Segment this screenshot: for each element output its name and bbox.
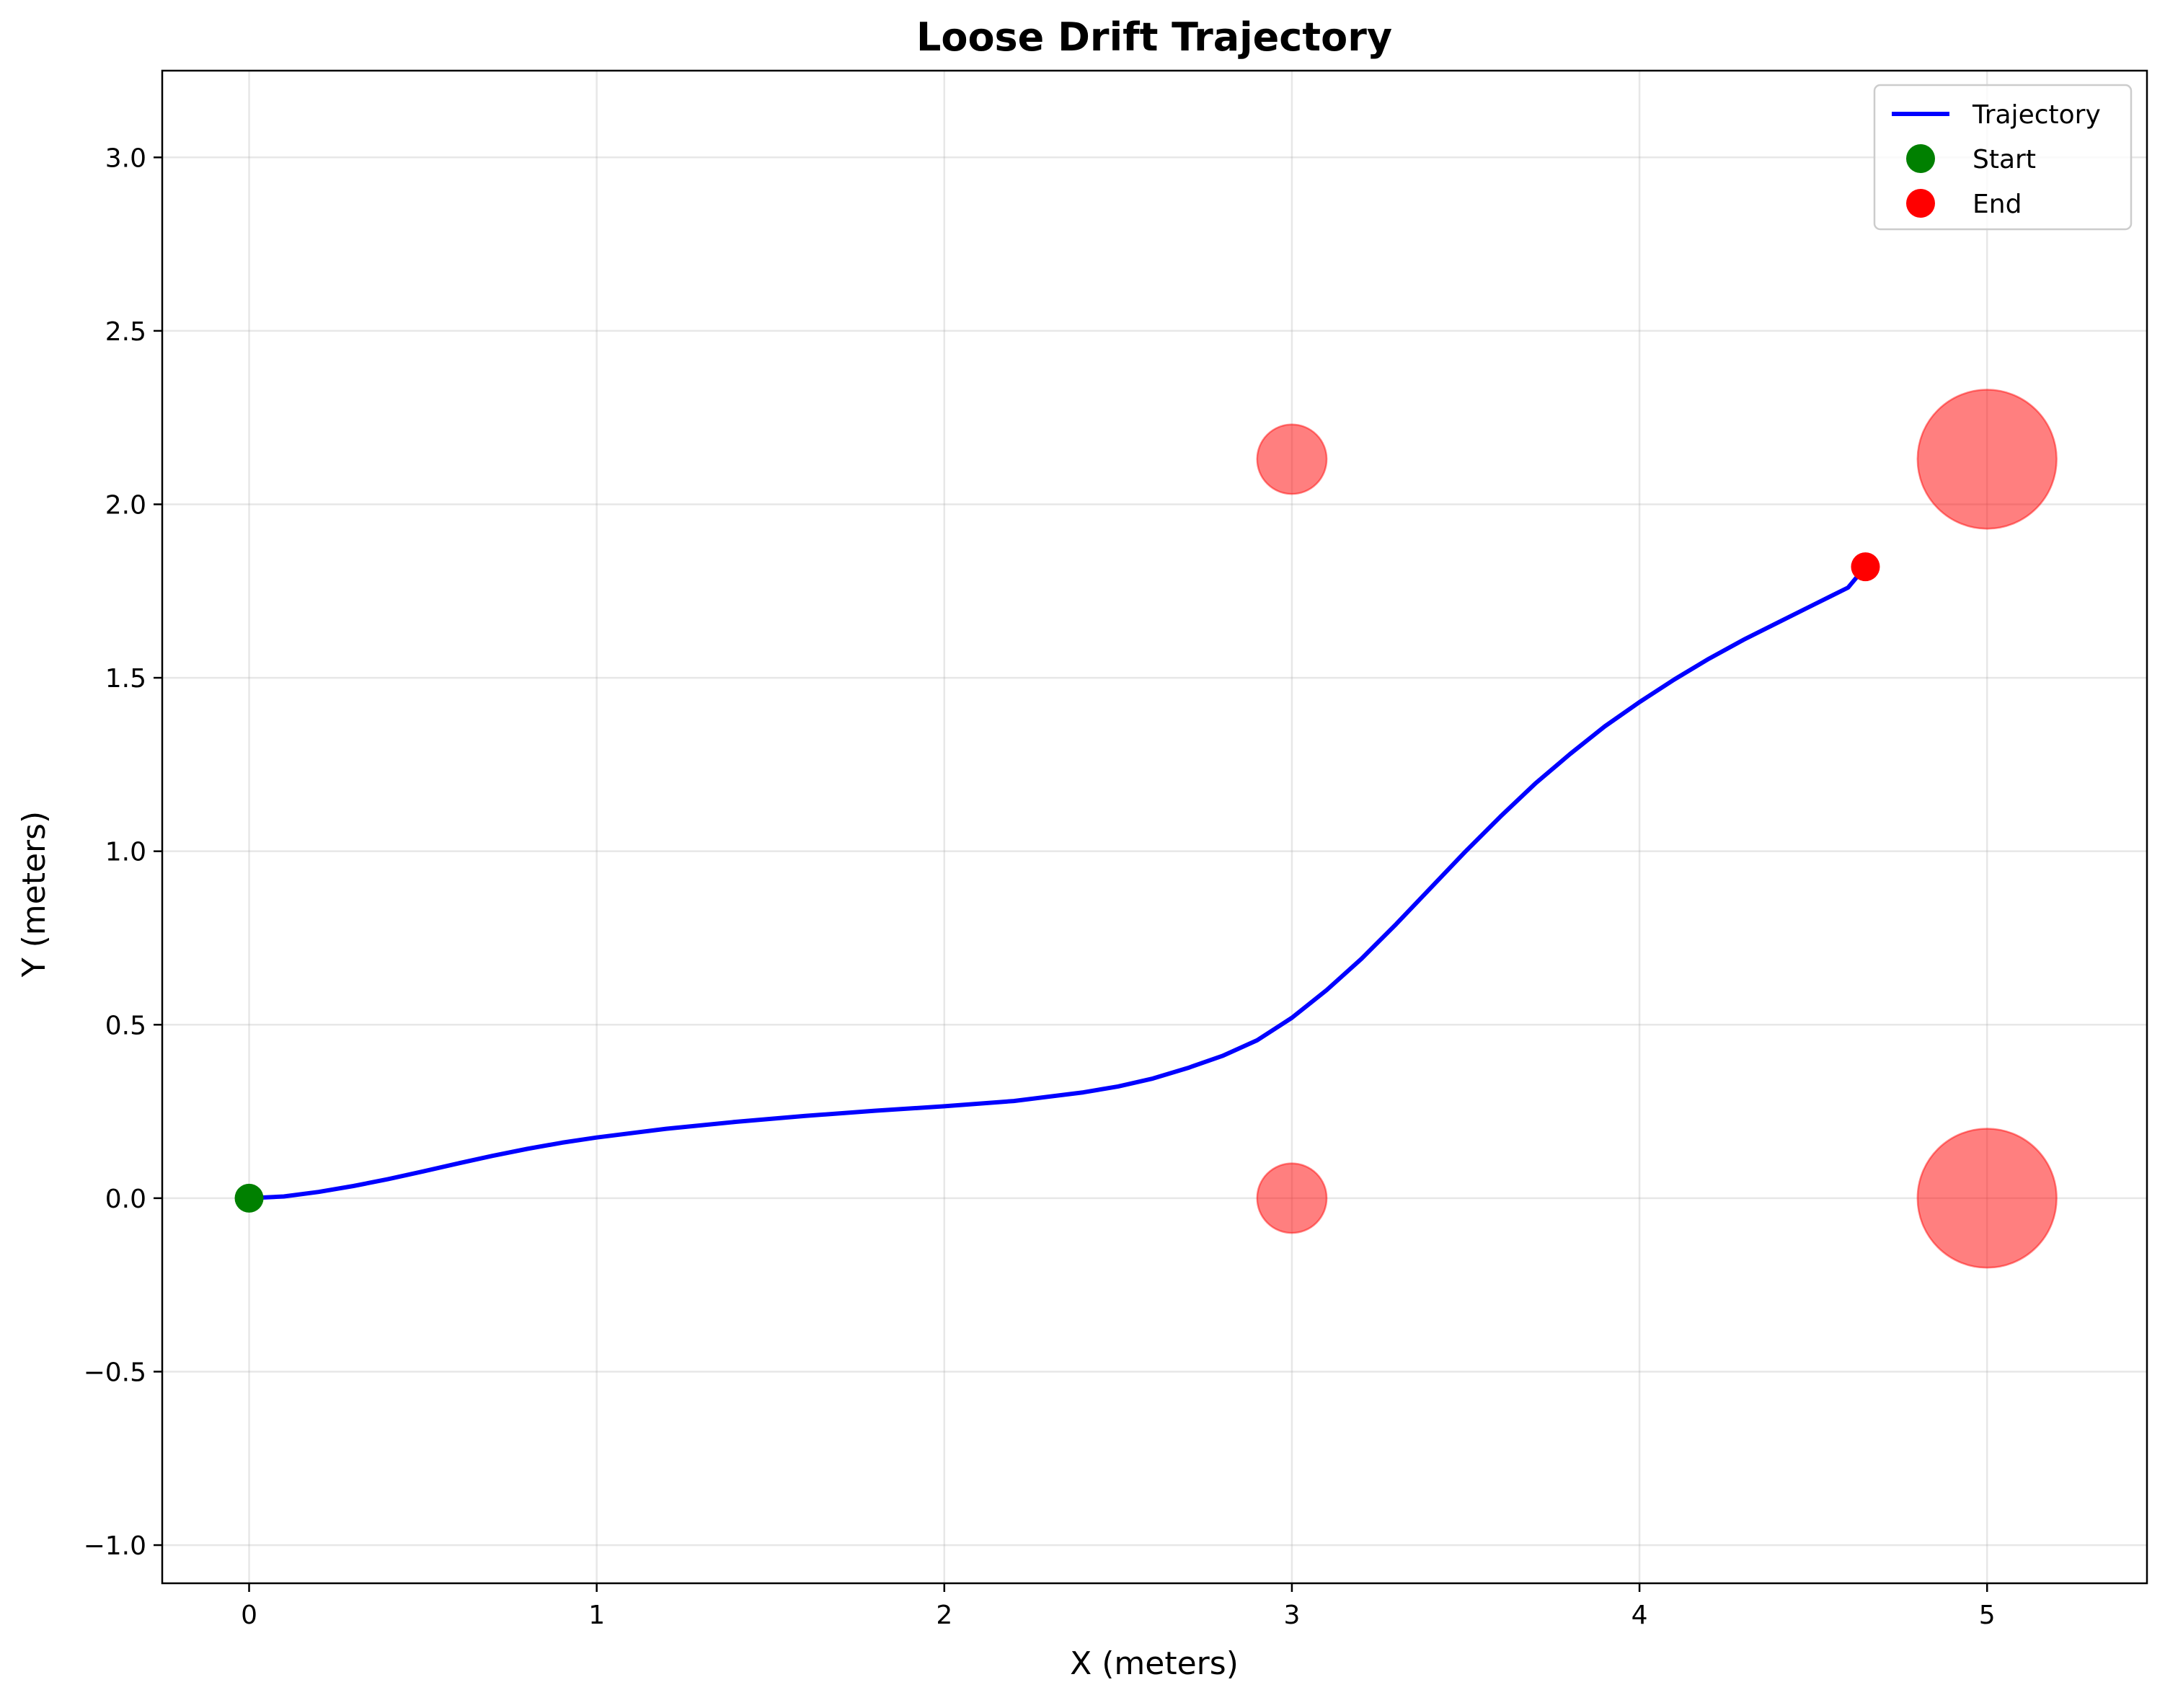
y-tick-label: 0.0 — [105, 1185, 146, 1214]
y-tick-label: 3.0 — [105, 143, 146, 173]
obstacle-circle — [1916, 1128, 2058, 1269]
end-point — [1851, 552, 1880, 582]
chart-title: Loose Drift Trajectory — [916, 14, 1392, 60]
plot-frame — [161, 69, 2148, 1585]
x-tick-label: 2 — [936, 1601, 952, 1630]
y-axis-label: Y (meters) — [16, 811, 53, 978]
y-tick-label: −0.5 — [84, 1358, 146, 1387]
legend-marker-swatch — [1906, 144, 1935, 173]
legend-marker-swatch — [1906, 189, 1935, 218]
x-tick-label: 0 — [241, 1601, 257, 1630]
y-tick-label: −1.0 — [84, 1531, 146, 1561]
x-tick-label: 4 — [1632, 1601, 1648, 1630]
y-tick-label: 1.5 — [105, 664, 146, 694]
ticks-layer: 0 1 2 3 4 5 −1.0 −0.5 0.0 0.5 1.0 1.5 2.0 2.5 3.0 — [84, 143, 1996, 1630]
y-tick-label: 2.0 — [105, 490, 146, 520]
grid-layer — [162, 71, 2147, 1583]
x-axis-label: X (meters) — [1070, 1645, 1239, 1682]
x-tick-label: 5 — [1979, 1601, 1996, 1630]
y-tick-label: 1.0 — [105, 838, 146, 867]
data-layer — [234, 389, 2058, 1269]
obstacle-circle — [1916, 389, 2058, 530]
y-tick-label: 0.5 — [105, 1011, 146, 1040]
legend-label: Trajectory — [1972, 100, 2101, 130]
y-tick-label: 2.5 — [105, 317, 146, 347]
trajectory-line — [247, 565, 1868, 1200]
legend-label: End — [1973, 190, 2022, 219]
legend: Trajectory Start End — [1873, 84, 2133, 231]
legend-label: Start — [1973, 145, 2036, 174]
obstacle-circle — [1256, 423, 1328, 495]
x-tick-label: 3 — [1283, 1601, 1300, 1630]
obstacle-circle — [1256, 1162, 1328, 1234]
legend-box — [1873, 84, 2133, 231]
x-tick-label: 1 — [588, 1601, 605, 1630]
start-point — [234, 1183, 264, 1213]
